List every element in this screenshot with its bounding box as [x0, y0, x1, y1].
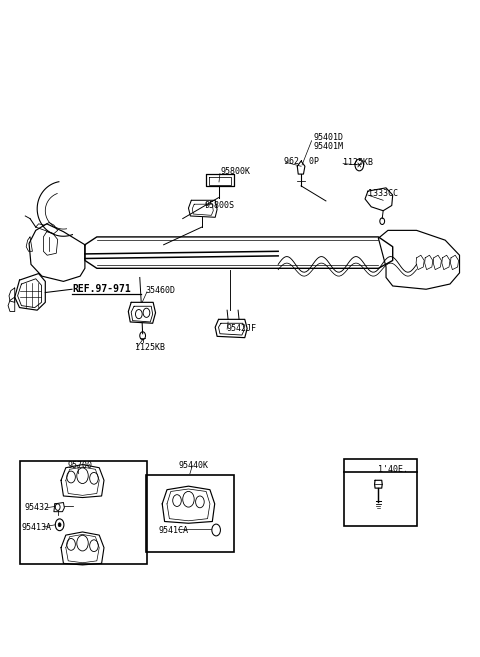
Text: 9541CA: 9541CA	[159, 526, 189, 535]
Text: REF.97-971: REF.97-971	[72, 284, 131, 294]
Text: 1125KB: 1125KB	[343, 158, 373, 167]
Text: 95432: 95432	[24, 503, 49, 512]
Text: 95800S: 95800S	[204, 201, 234, 210]
Text: 95413A: 95413A	[22, 523, 51, 532]
Text: 95401D: 95401D	[313, 133, 343, 142]
Bar	[20, 461, 147, 564]
Text: 1125KB: 1125KB	[135, 343, 165, 352]
Text: 9542JF: 9542JF	[227, 324, 257, 333]
Bar	[145, 475, 234, 553]
Text: 95700: 95700	[67, 461, 92, 470]
Text: 962· 0P: 962· 0P	[284, 156, 319, 166]
Text: 1333CC: 1333CC	[368, 189, 398, 198]
Text: 95800K: 95800K	[221, 167, 251, 176]
Text: 35460D: 35460D	[145, 286, 176, 295]
Text: 1'40E.: 1'40E.	[378, 465, 408, 474]
Text: 95401M: 95401M	[313, 142, 343, 151]
Bar	[344, 459, 417, 526]
Circle shape	[58, 523, 61, 527]
Text: 95440K: 95440K	[179, 461, 209, 470]
